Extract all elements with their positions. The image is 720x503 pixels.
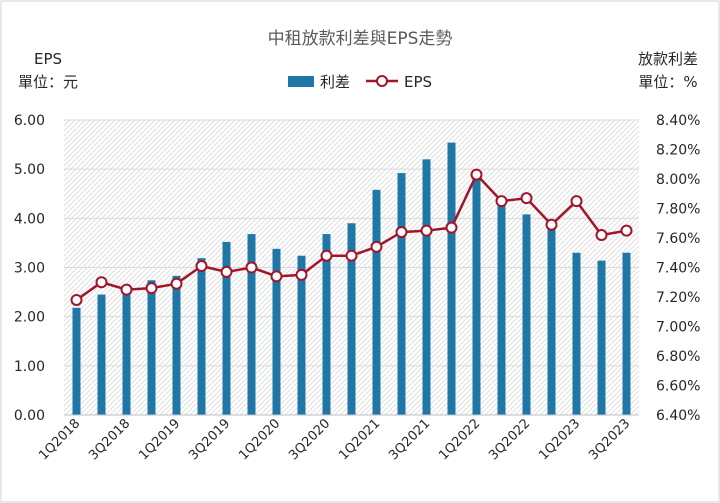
eps-point	[447, 223, 457, 233]
chart: 中租放款利差與EPS走勢 EPS 單位：元 放款利差 單位：% 利差 EPS 0…	[0, 0, 720, 503]
right-tick-label: 6.60%	[656, 379, 700, 395]
bar	[423, 159, 431, 415]
right-tick-label: 6.80%	[656, 349, 700, 365]
eps-point	[572, 196, 582, 206]
bar	[523, 214, 531, 415]
bar	[98, 295, 106, 415]
eps-point	[522, 193, 532, 203]
eps-point	[472, 170, 482, 180]
left-tick-label: 6.00	[14, 113, 45, 129]
eps-point	[272, 271, 282, 281]
right-axis-label-line2: 單位：%	[638, 73, 697, 91]
eps-point	[397, 227, 407, 237]
eps-point	[247, 263, 257, 273]
eps-point	[372, 242, 382, 252]
legend-line-label: EPS	[404, 73, 432, 91]
right-tick-label: 8.20%	[656, 143, 700, 159]
bar	[498, 201, 506, 415]
right-tick-label: 7.60%	[656, 231, 700, 247]
bar	[198, 258, 206, 415]
eps-point	[547, 220, 557, 230]
eps-point	[422, 226, 432, 236]
bar	[598, 261, 606, 415]
left-tick-label: 5.00	[14, 162, 45, 178]
eps-point	[147, 283, 157, 293]
left-axis-label-line2: 單位：元	[18, 73, 78, 91]
chart-title: 中租放款利差與EPS走勢	[268, 29, 453, 49]
left-tick-label: 3.00	[14, 261, 45, 277]
bar	[248, 234, 256, 415]
left-tick-label: 4.00	[14, 211, 45, 227]
right-tick-label: 8.40%	[656, 113, 700, 129]
right-tick-label: 7.40%	[656, 261, 700, 277]
bar	[548, 224, 556, 415]
legend-line-marker	[377, 76, 387, 86]
eps-point	[622, 226, 632, 236]
eps-point	[297, 270, 307, 280]
bar	[123, 291, 131, 415]
right-axis-label-line1: 放款利差	[638, 50, 698, 68]
eps-point	[347, 251, 357, 261]
right-tick-label: 7.80%	[656, 202, 700, 218]
bar	[623, 253, 631, 415]
left-tick-label: 1.00	[14, 359, 45, 375]
eps-point	[597, 230, 607, 240]
bar	[148, 280, 156, 415]
eps-point	[172, 279, 182, 289]
bar	[573, 253, 581, 415]
eps-point	[197, 261, 207, 271]
legend-bar-swatch	[288, 76, 314, 87]
right-tick-label: 8.00%	[656, 172, 700, 188]
bar	[173, 276, 181, 415]
legend-bar-label: 利差	[320, 73, 350, 91]
right-tick-label: 6.40%	[656, 408, 700, 424]
eps-point	[497, 196, 507, 206]
eps-point	[97, 277, 107, 287]
eps-point	[222, 267, 232, 277]
left-axis-label-line1: EPS	[34, 50, 62, 68]
right-tick-label: 7.00%	[656, 320, 700, 336]
bar	[373, 190, 381, 415]
right-tick-label: 7.20%	[656, 290, 700, 306]
bar	[448, 143, 456, 415]
bar	[398, 173, 406, 415]
bar	[73, 308, 81, 415]
left-tick-label: 0.00	[14, 408, 45, 424]
eps-point	[72, 295, 82, 305]
bar	[473, 175, 481, 415]
eps-point	[322, 251, 332, 261]
left-tick-label: 2.00	[14, 310, 45, 326]
eps-point	[122, 285, 132, 295]
